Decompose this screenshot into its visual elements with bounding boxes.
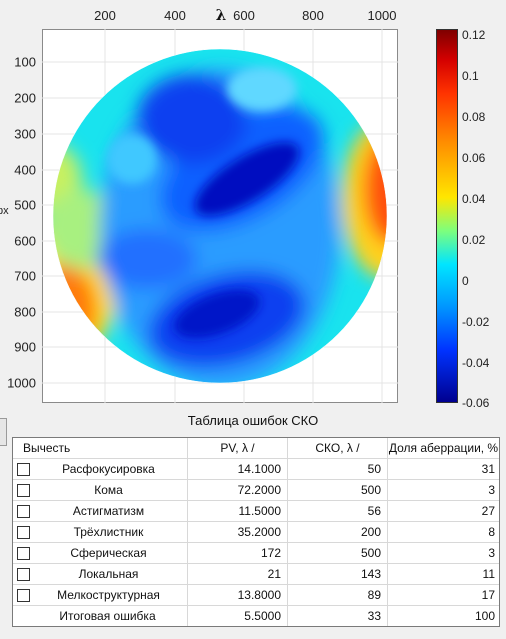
x-tick: 400 xyxy=(164,8,186,23)
colorbar-tick: -0.02 xyxy=(462,315,490,329)
table-row[interactable]: Мелкоструктурная 13.8000 89 17 xyxy=(13,585,499,606)
subtract-checkbox[interactable] xyxy=(17,462,30,476)
sko-value: 89 xyxy=(288,585,388,605)
sko-value: 50 xyxy=(288,459,388,479)
colorbar-tick: -0.06 xyxy=(462,396,490,410)
colorbar-tick: -0.04 xyxy=(462,356,490,370)
share-value: 8 xyxy=(488,525,495,539)
table-row[interactable]: Локальная 21 143 11 xyxy=(13,564,499,585)
header-pv[interactable]: PV, λ / xyxy=(188,438,288,458)
y-tick: 800 xyxy=(14,304,36,320)
sko-value: 500 xyxy=(288,543,388,563)
aberration-name: Трёхлистник xyxy=(73,525,144,539)
share-value: 11 xyxy=(482,567,495,581)
colorbar-tick: 0 xyxy=(462,274,469,288)
subtract-checkbox[interactable] xyxy=(17,588,30,602)
sko-value: 200 xyxy=(288,522,388,542)
panel-resize-handle[interactable] xyxy=(0,418,7,446)
header-subtract[interactable]: Вычесть xyxy=(13,438,188,458)
share-value: 100 xyxy=(474,609,495,623)
wavefront-surface xyxy=(53,49,387,383)
y-tick: 1000 xyxy=(7,375,36,391)
share-value: 31 xyxy=(481,462,495,476)
y-tick: 400 xyxy=(14,162,36,178)
pv-value: 11.5000 xyxy=(188,501,288,521)
table-row[interactable]: Кома 72.2000 500 3 xyxy=(13,480,499,501)
pv-value: 72.2000 xyxy=(188,480,288,500)
pv-value: 21 xyxy=(188,564,288,584)
total-label: Итоговая ошибка xyxy=(59,609,156,623)
colorbar-tick: 0.12 xyxy=(462,28,486,42)
y-tick: 200 xyxy=(14,90,36,106)
pv-value: 14.1000 xyxy=(188,459,288,479)
colorbar-tick: 0.02 xyxy=(462,233,486,247)
y-tick: 600 xyxy=(14,233,36,249)
y-axis-label: px xyxy=(0,205,9,217)
share-value: 3 xyxy=(488,483,495,497)
rms-error-table: Вычесть PV, λ / СКО, λ / Доля аберрации,… xyxy=(12,437,500,627)
colorbar-tick: 0.1 xyxy=(462,69,479,83)
table-row[interactable]: Сферическая 172 500 3 xyxy=(13,543,499,564)
x-tick: 600 xyxy=(233,8,255,23)
sko-value: 56 xyxy=(288,501,388,521)
sko-value: 143 xyxy=(288,564,388,584)
x-tick: 200 xyxy=(94,8,116,23)
x-axis-label: λ xyxy=(215,6,227,24)
aberration-name: Локальная xyxy=(78,567,139,581)
share-value: 3 xyxy=(488,546,495,560)
colorbar-tick: 0.06 xyxy=(462,151,486,165)
y-tick: 500 xyxy=(14,197,36,213)
total-row: Итоговая ошибка 5.5000 33 100 xyxy=(13,606,499,626)
pv-value: 172 xyxy=(188,543,288,563)
table-row[interactable]: Астигматизм 11.5000 56 27 xyxy=(13,501,499,522)
subtract-checkbox[interactable] xyxy=(17,504,30,518)
y-tick: 900 xyxy=(14,339,36,355)
colorbar-tick: 0.08 xyxy=(462,110,486,124)
aberration-name: Кома xyxy=(94,483,123,497)
table-row[interactable]: Трёхлистник 35.2000 200 8 xyxy=(13,522,499,543)
x-tick: 800 xyxy=(302,8,324,23)
colorbar-tick: 0.04 xyxy=(462,192,486,206)
pv-value: 13.8000 xyxy=(188,585,288,605)
table-row[interactable]: Расфокусировка 14.1000 50 31 xyxy=(13,459,499,480)
subtract-checkbox[interactable] xyxy=(17,546,30,560)
pv-value: 35.2000 xyxy=(188,522,288,542)
wavefront-map xyxy=(42,29,398,403)
y-tick: 700 xyxy=(14,268,36,284)
sko-value: 500 xyxy=(288,480,388,500)
table-header-row: Вычесть PV, λ / СКО, λ / Доля аберрации,… xyxy=(13,438,499,459)
subtract-checkbox[interactable] xyxy=(17,567,30,581)
sko-value: 33 xyxy=(288,606,388,626)
table-title: Таблица ошибок СКО xyxy=(187,413,319,428)
colorbar xyxy=(436,29,458,403)
header-share[interactable]: Доля аберрации, % xyxy=(388,438,499,458)
subtract-checkbox[interactable] xyxy=(17,483,30,497)
aberration-name: Сферическая xyxy=(70,546,147,560)
y-tick: 300 xyxy=(14,126,36,142)
aberration-name: Мелкоструктурная xyxy=(57,588,160,602)
share-value: 17 xyxy=(481,588,495,602)
pv-value: 5.5000 xyxy=(188,606,288,626)
x-tick: 1000 xyxy=(367,8,397,23)
aberration-name: Астигматизм xyxy=(72,504,145,518)
share-value: 27 xyxy=(481,504,495,518)
header-sko[interactable]: СКО, λ / xyxy=(288,438,388,458)
subtract-checkbox[interactable] xyxy=(17,525,30,539)
y-tick: 100 xyxy=(14,54,36,70)
wavefront-plot-panel: 200 400 600 800 1000 λ 100 200 300 400 5… xyxy=(0,6,490,410)
aberration-name: Расфокусировка xyxy=(62,462,155,476)
